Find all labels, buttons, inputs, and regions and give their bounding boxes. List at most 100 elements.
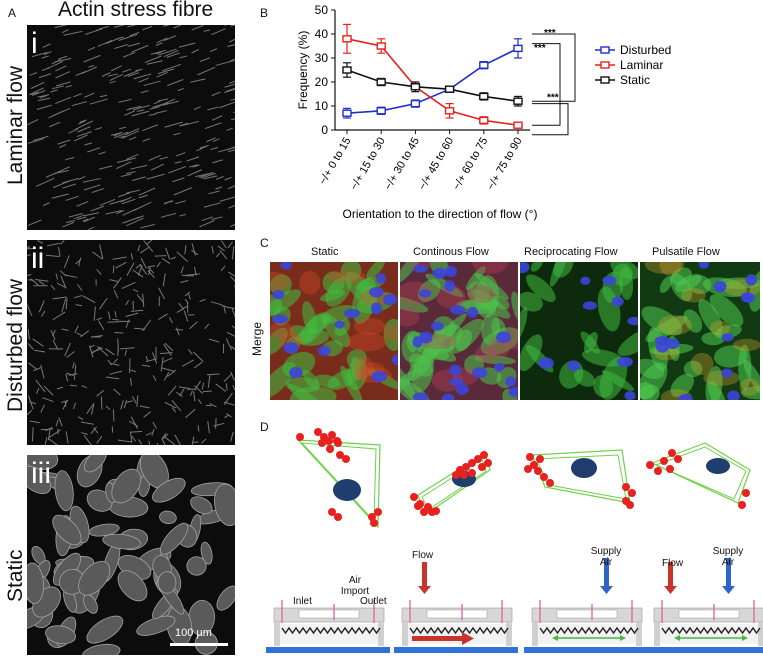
legend-marker (600, 76, 610, 84)
nucleus (743, 292, 755, 304)
focal-adhesion (325, 437, 333, 445)
substrate-bar (266, 647, 390, 653)
actin-region (714, 324, 742, 339)
cytoplasm-region (709, 320, 731, 336)
cytoplasm-region (383, 325, 398, 342)
actin-region (270, 289, 301, 316)
cytoplasm-region (472, 262, 509, 275)
actin-region (659, 275, 673, 293)
air-arrow-head (722, 586, 735, 594)
nucleus (289, 366, 303, 379)
chamber-wall (636, 622, 642, 646)
scalebar-label: 100 µm (175, 627, 212, 639)
focal-adhesion (654, 467, 662, 475)
cell-pattern (640, 262, 760, 400)
nucleus (616, 356, 633, 367)
air-channel (556, 609, 618, 619)
actin-region (511, 291, 518, 322)
air-arrow-head (600, 586, 613, 594)
substrate-bar (524, 647, 648, 653)
x-tick-label: −/+ 15 to 30 (348, 136, 388, 193)
nucleus (582, 301, 597, 310)
flow-arrow-head (664, 586, 677, 594)
fluorescence-pulsatile (640, 262, 760, 400)
nucleus (721, 333, 734, 342)
cytoplasm-region (326, 270, 366, 283)
actin-region (351, 363, 361, 381)
nucleus (494, 362, 505, 372)
cytoplasm-region (680, 288, 706, 303)
scalebar (170, 643, 228, 646)
focal-adhesion (668, 449, 676, 457)
chamber-wall (274, 622, 280, 646)
chamber-wall (758, 622, 763, 646)
y-tick-label: 10 (315, 99, 329, 113)
nucleus (678, 393, 693, 400)
cytoplasm-region (400, 281, 433, 306)
micrograph-static: iii 100 µm (27, 455, 235, 655)
actin-region (400, 295, 429, 313)
nucleus (283, 342, 299, 354)
actin-region (687, 274, 712, 295)
air-channel (426, 609, 488, 619)
data-point (513, 121, 523, 129)
label-flow: Flow (412, 550, 434, 561)
focal-adhesion (666, 465, 674, 473)
chamber-wall (506, 622, 512, 646)
nucleus (445, 265, 457, 278)
actin-region (740, 386, 760, 400)
focal-adhesion (468, 459, 476, 467)
column-header-reciprocating: Reciprocating Flow (524, 246, 618, 258)
actin-region (574, 369, 595, 387)
y-axis-label: Frequency (%) (296, 31, 310, 110)
focal-adhesion (524, 465, 532, 473)
data-point (513, 97, 523, 105)
cytoplasm-region (347, 332, 387, 352)
nucleus (455, 384, 469, 395)
label-inlet: Inlet (293, 596, 312, 607)
data-point (513, 44, 523, 53)
focal-adhesion (333, 437, 341, 445)
cytoplasm-region (732, 338, 760, 352)
nucleus (706, 458, 730, 474)
actin-region (425, 273, 464, 298)
significance-bracket (532, 43, 561, 126)
fluorescence-continous (400, 262, 518, 400)
significance-bracket (532, 103, 569, 136)
legend-marker (600, 61, 610, 69)
data-point (410, 83, 421, 91)
cell-layer (281, 626, 381, 635)
cell-layer (539, 626, 639, 635)
actin-region (599, 357, 628, 400)
focal-adhesion (478, 463, 486, 471)
nucleus (334, 320, 345, 329)
actin-region (526, 274, 556, 303)
nucleus (495, 331, 512, 344)
nucleus (333, 479, 361, 501)
actin-region (645, 315, 688, 343)
focal-adhesion (342, 455, 350, 463)
focal-adhesion (646, 461, 654, 469)
cytoplasm-region (657, 315, 693, 336)
reciprocating-arrow-head (552, 635, 558, 641)
flow-channel (538, 624, 636, 644)
focal-adhesion (432, 507, 440, 515)
nucleus (418, 289, 432, 298)
focal-adhesion (328, 431, 336, 439)
flow-arrow-shaft (422, 562, 427, 588)
cell-pulsatile (650, 442, 751, 504)
focal-adhesion (628, 489, 636, 497)
row-label-laminar: Laminar flow (4, 65, 27, 185)
column-header-continous: Continous Flow (413, 246, 489, 258)
cytoplasm-region (352, 356, 374, 380)
nucleus (376, 273, 387, 284)
air-arrow-shaft (604, 558, 609, 588)
actin-region (302, 301, 318, 335)
actin-region (400, 365, 416, 400)
actin-region (383, 318, 398, 351)
actin-region (412, 353, 434, 393)
nucleus (371, 371, 387, 383)
nucleus (317, 345, 331, 356)
focal-adhesion (318, 439, 326, 447)
series-line-static (346, 69, 519, 102)
